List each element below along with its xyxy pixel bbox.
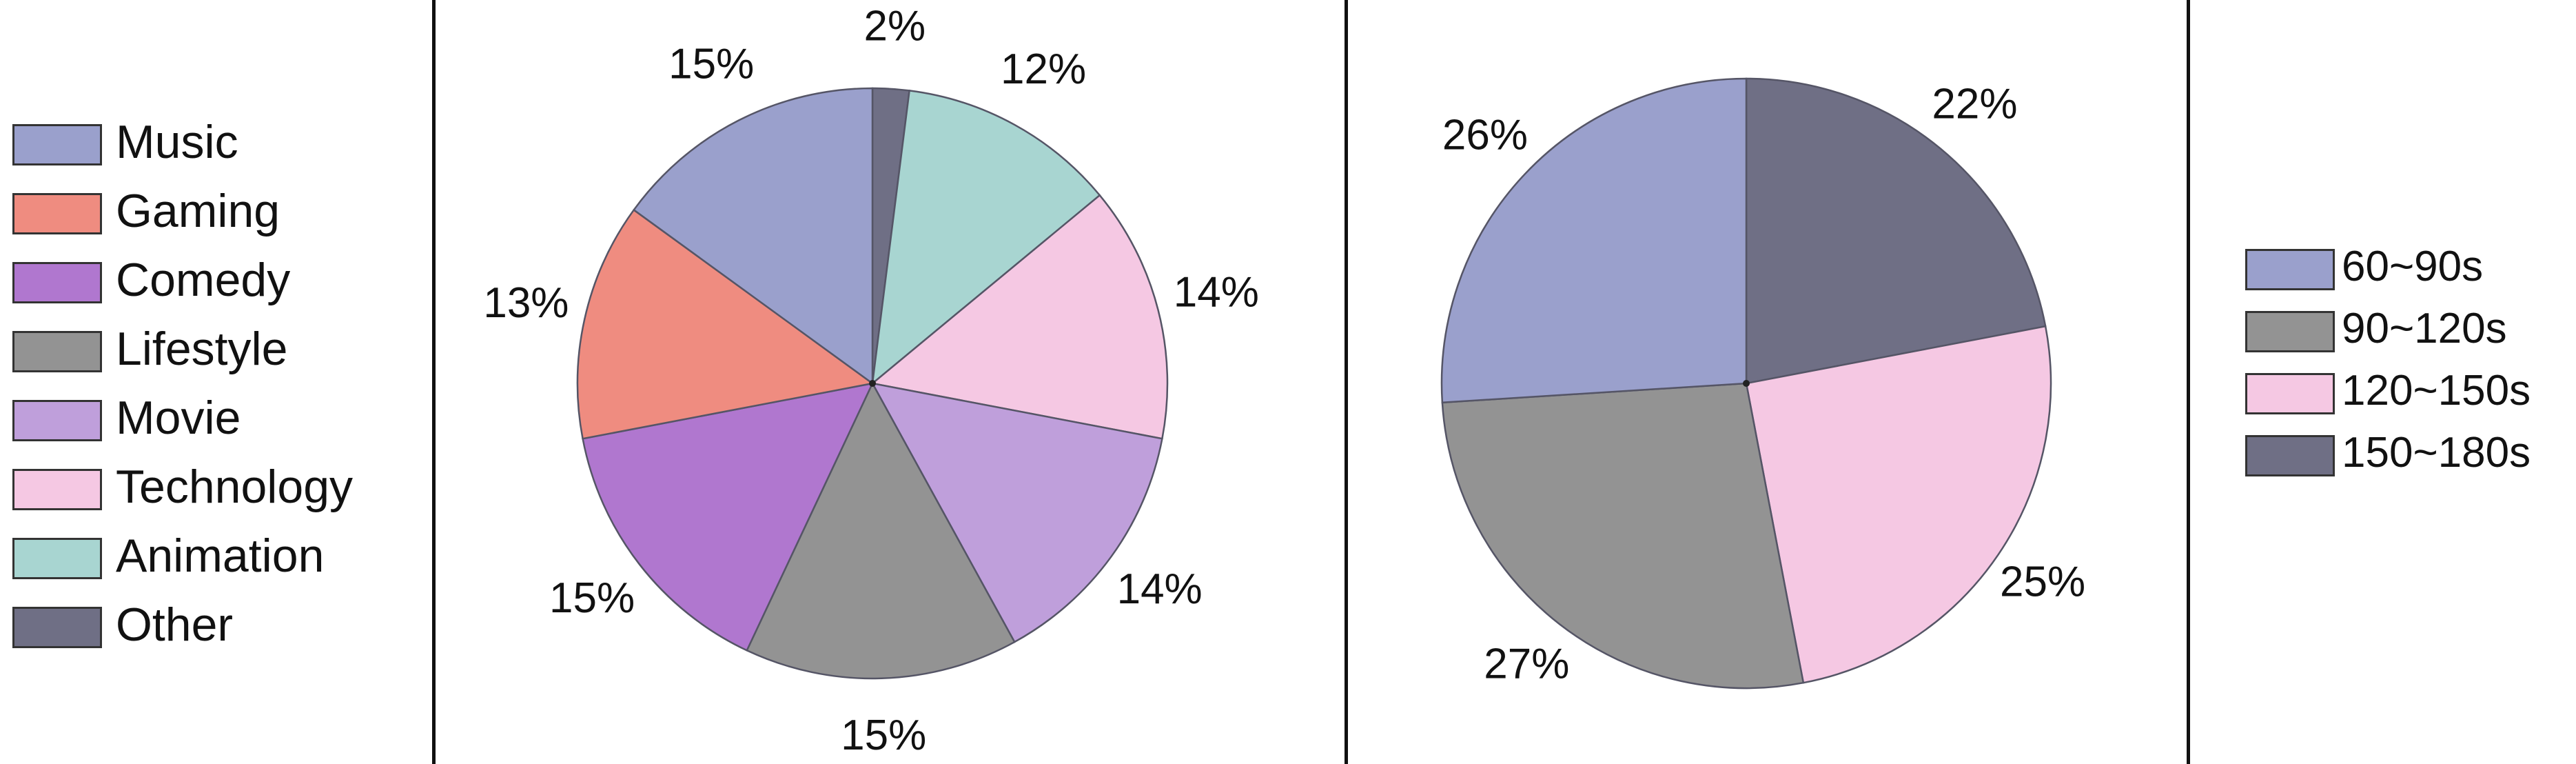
category-legend: Music Gaming Comedy Lifestyle Movie Technolog… (12, 116, 426, 670)
category-slice-label-lifestyle: 15% (841, 712, 926, 759)
legend-swatch (12, 193, 102, 234)
legend-swatch (12, 331, 102, 372)
panel-divider (2187, 0, 2190, 764)
legend-swatch (2245, 435, 2335, 476)
legend-label: Comedy (116, 254, 291, 306)
category-slice-label-animation: 12% (1001, 46, 1086, 93)
duration-pie-chart: 22% 25% 27% 26% (1440, 77, 2085, 690)
legend-swatch (2245, 373, 2335, 414)
duration-legend: 60~90s 90~120s 120~150s 150~180s (2245, 243, 2569, 492)
legend-label: Music (116, 116, 238, 168)
panel-divider (1345, 0, 1348, 764)
panel-divider (432, 0, 436, 764)
category-pie-chart: 2% 12% 14% 14% 15% 15% 13% 15% (483, 2, 1259, 759)
duration-slice-120-150s (1745, 325, 2052, 684)
duration-slice-90-120s (1441, 382, 1805, 690)
duration-slice-label-90-120s: 27% (1484, 640, 1569, 687)
legend-swatch (12, 262, 102, 303)
legend-label: Other (116, 599, 234, 651)
category-slice-movie (870, 382, 1163, 643)
legend-swatch (12, 469, 102, 510)
legend-label: Movie (116, 392, 241, 444)
category-slice-music (632, 87, 874, 385)
category-slice-label-movie: 14% (1117, 565, 1203, 613)
category-slice-lifestyle (746, 381, 1016, 680)
legend-label: Animation (116, 530, 325, 582)
category-slice-gaming (576, 208, 875, 440)
legend-swatch (12, 124, 102, 165)
legend-label: 90~120s (2342, 305, 2507, 352)
legend-swatch (12, 538, 102, 579)
legend-label: 60~90s (2342, 243, 2484, 290)
legend-swatch (12, 400, 102, 441)
legend-label: Gaming (116, 185, 280, 237)
legend-swatch (12, 607, 102, 648)
duration-slice-150-180s (1745, 77, 2047, 385)
category-slice-label-comedy: 15% (549, 574, 635, 622)
duration-slice-label-150-180s: 22% (1932, 81, 2017, 128)
duration-center-dot (1743, 380, 1750, 387)
legend-label: 150~180s (2342, 429, 2531, 476)
duration-slice-label-120-150s: 25% (2000, 559, 2085, 606)
legend-swatch (2245, 249, 2335, 290)
category-slice-technology (870, 194, 1169, 440)
duration-slice-60-90s (1440, 77, 1748, 404)
legend-label: 120~150s (2342, 367, 2531, 414)
duration-slice-label-60-90s: 26% (1442, 111, 1528, 159)
category-center-dot (869, 380, 876, 387)
category-slice-label-music: 15% (668, 41, 754, 88)
legend-label: Lifestyle (116, 323, 288, 375)
category-slice-label-technology: 14% (1174, 268, 1259, 316)
category-slice-label-gaming: 13% (483, 279, 569, 327)
legend-swatch (2245, 311, 2335, 352)
category-slice-animation (871, 89, 1101, 385)
category-slice-label-other: 2% (864, 2, 926, 50)
legend-label: Technology (116, 461, 354, 513)
category-slice-comedy (582, 382, 875, 652)
